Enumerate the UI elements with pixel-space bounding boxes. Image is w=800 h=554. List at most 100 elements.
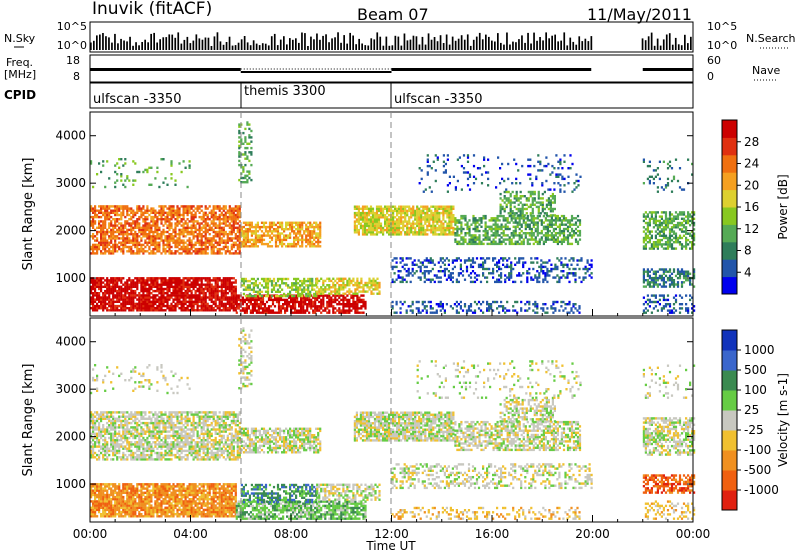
power-cell xyxy=(228,298,231,301)
power-cell xyxy=(256,230,259,233)
power-cell xyxy=(530,238,533,241)
power-cell xyxy=(543,190,546,194)
power-cell xyxy=(136,211,139,214)
power-cell xyxy=(184,245,187,249)
power-cell xyxy=(170,294,173,297)
power-cell xyxy=(556,238,559,241)
power-cell xyxy=(272,234,276,237)
power-cell xyxy=(100,289,103,293)
power-cell xyxy=(235,311,238,314)
power-cell xyxy=(266,292,270,296)
power-cell xyxy=(184,307,187,310)
power-cell xyxy=(566,225,570,228)
power-cell xyxy=(314,296,317,299)
power-cell xyxy=(494,221,497,224)
power-cell xyxy=(100,252,103,255)
power-cell xyxy=(300,309,303,312)
noise-bar xyxy=(690,36,692,50)
power-cell xyxy=(116,292,119,295)
power-cell xyxy=(474,234,477,237)
power-cell xyxy=(118,285,121,288)
power-cell xyxy=(253,303,256,306)
power-cell xyxy=(261,300,265,304)
power-cell xyxy=(429,300,432,304)
power-cell xyxy=(154,241,157,244)
power-cell xyxy=(196,283,199,286)
power-cell xyxy=(188,233,191,236)
power-cell xyxy=(513,212,516,215)
power-cell xyxy=(182,300,185,303)
power-cell xyxy=(98,277,101,280)
power-cell xyxy=(442,218,445,221)
power-cell xyxy=(442,211,445,215)
power-cell xyxy=(572,217,576,220)
power-cell xyxy=(200,300,203,303)
power-cell xyxy=(228,218,231,221)
power-cell xyxy=(134,235,137,238)
power-cell xyxy=(478,217,481,220)
power-cell xyxy=(496,217,499,220)
power-cell xyxy=(366,284,369,287)
power-cell xyxy=(154,220,157,223)
power-cell xyxy=(576,225,580,228)
power-cell xyxy=(98,241,101,244)
power-cell xyxy=(152,224,155,227)
cpid-segment-2: themis 3300 xyxy=(244,84,326,99)
power-cell xyxy=(379,226,383,230)
power-cell xyxy=(224,207,227,210)
power-cell xyxy=(106,287,109,291)
power-cell xyxy=(176,211,179,214)
power-cell xyxy=(422,216,425,219)
power-cell xyxy=(295,242,298,246)
power-cell xyxy=(192,250,195,253)
power-cell xyxy=(186,304,189,308)
power-cell xyxy=(320,305,323,308)
power-cell xyxy=(551,214,554,217)
power-cell xyxy=(541,210,544,213)
power-cell xyxy=(484,236,487,239)
power-cell xyxy=(116,235,119,238)
power-cell xyxy=(251,303,254,306)
power-cell xyxy=(444,207,447,210)
noise-bar xyxy=(252,40,255,50)
power-cell xyxy=(300,311,303,314)
noise-bar xyxy=(680,45,683,50)
power-cell xyxy=(126,300,129,303)
power-cell xyxy=(106,307,109,310)
power-cell xyxy=(104,226,107,229)
power-cell xyxy=(102,309,105,312)
power-cell xyxy=(400,205,403,208)
power-cell xyxy=(216,233,219,236)
power-cell xyxy=(142,277,145,280)
power-cell xyxy=(474,227,477,231)
power-cell xyxy=(509,207,512,211)
power-cell xyxy=(468,227,471,231)
power-cell xyxy=(140,211,143,214)
power-cell xyxy=(547,203,550,206)
power-cell xyxy=(214,304,217,308)
power-cell xyxy=(154,296,157,299)
power-cell xyxy=(423,300,426,304)
power-cell xyxy=(344,292,347,295)
noise-bar xyxy=(141,42,143,50)
power-cell xyxy=(180,307,183,310)
power-cell xyxy=(418,216,421,219)
noise-bar xyxy=(147,42,149,50)
power-cell xyxy=(320,311,323,314)
power-cell xyxy=(244,221,247,224)
power-cell xyxy=(465,309,469,312)
power-cell xyxy=(146,215,149,219)
power-cell xyxy=(96,247,99,251)
power-cell xyxy=(166,218,169,221)
power-cell xyxy=(514,219,517,222)
power-cell xyxy=(188,300,191,303)
power-cell xyxy=(235,298,238,302)
power-cell xyxy=(504,238,507,241)
power-cell xyxy=(216,247,219,251)
power-cell xyxy=(342,300,345,304)
power-cell xyxy=(282,303,285,306)
power-cell xyxy=(128,222,131,225)
power-cell xyxy=(294,300,297,304)
power-cell xyxy=(198,300,201,303)
power-cell xyxy=(240,234,243,237)
